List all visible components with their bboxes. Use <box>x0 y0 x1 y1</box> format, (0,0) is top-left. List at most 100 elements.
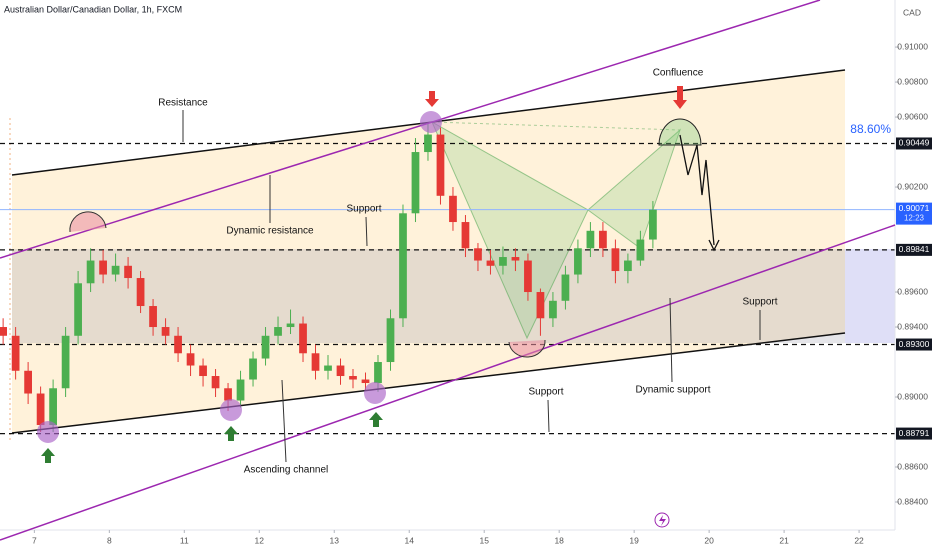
candle-body <box>0 327 7 336</box>
candle-body <box>649 209 657 240</box>
current-price-label: 0.90071 <box>899 203 930 213</box>
x-tick-label: 19 <box>629 535 639 545</box>
candle-body <box>36 393 45 426</box>
pointer <box>281 379 287 463</box>
down-arrow <box>425 91 439 107</box>
support-line <box>11 332 846 434</box>
candle-body <box>624 260 632 272</box>
touch-circle <box>37 421 59 443</box>
candle-body <box>599 230 607 249</box>
candle-body <box>49 388 57 426</box>
x-tick-label: 8 <box>107 535 112 545</box>
x-tick-label: 11 <box>180 535 189 545</box>
up-arrow <box>369 412 383 427</box>
candle-body <box>374 362 382 384</box>
candle-body <box>299 323 307 354</box>
currency: CAD <box>903 7 921 17</box>
pointer <box>365 216 368 247</box>
candle-body <box>411 152 420 214</box>
candle-body <box>24 370 32 394</box>
candle-body <box>349 376 357 380</box>
annotation: Dynamic resistance <box>226 226 314 237</box>
candle-body <box>99 260 107 275</box>
projection-arrowhead <box>708 239 720 252</box>
annotation: Support <box>528 387 563 398</box>
event-icon-bolt <box>659 515 666 526</box>
candle-body <box>449 195 457 223</box>
candle-body <box>536 292 545 319</box>
candle-body <box>461 222 470 249</box>
drawings: Resistance Dynamic resistance Support Confl… <box>0 0 896 541</box>
price-level-box <box>896 243 932 256</box>
x-tick-label: 12 <box>255 535 265 545</box>
touch-circle <box>220 399 242 421</box>
harmonic-bcd <box>587 128 682 249</box>
y-tick-label: 0.88600 <box>897 461 928 471</box>
range-zone <box>12 249 845 343</box>
drawings-background <box>0 70 895 440</box>
candle-body <box>474 248 482 261</box>
x-tick-label: 20 <box>704 535 714 545</box>
price-level-box <box>896 338 932 351</box>
annotation: Resistance <box>158 98 208 109</box>
pointer <box>547 399 550 433</box>
candle-body <box>74 283 82 336</box>
current-price-box <box>896 202 932 225</box>
candle-body <box>236 379 245 401</box>
up-arrow <box>41 448 55 463</box>
down-arrow <box>673 86 687 109</box>
candle-body <box>274 327 282 336</box>
projection-path <box>679 134 715 246</box>
candle-body <box>324 365 332 371</box>
candle-body <box>499 257 507 266</box>
candle-body <box>174 335 182 354</box>
y-tick-label: 0.89400 <box>897 321 928 331</box>
candle-body <box>436 134 445 196</box>
y-tick-label: 0.90200 <box>897 181 928 191</box>
candle-body <box>336 365 345 377</box>
x-tick-label: 21 <box>779 535 789 545</box>
candles <box>0 122 657 433</box>
candle-body <box>186 353 195 366</box>
price-level-label: 0.89300 <box>899 339 930 349</box>
candle-body <box>211 376 220 389</box>
channel-zone <box>12 70 845 433</box>
annotation: Dynamic support <box>635 385 710 396</box>
chart-title: Australian Dollar/Canadian Dollar, 1h, F… <box>4 4 182 14</box>
x-tick-label: 13 <box>330 535 340 545</box>
up-arrow <box>224 426 238 441</box>
candle-body <box>224 388 232 401</box>
y-tick-label: 0.89000 <box>897 391 928 401</box>
pointer <box>669 297 673 383</box>
candle-body <box>136 278 145 307</box>
candle-body <box>611 248 620 272</box>
y-tick-label: 0.91000 <box>897 41 928 51</box>
candle-body <box>574 248 582 275</box>
candle-body <box>111 265 120 275</box>
harmonic-xd <box>431 121 681 131</box>
event-icon[interactable] <box>654 512 670 528</box>
harmonic-xab <box>430 120 589 340</box>
touch-circle <box>420 111 442 133</box>
annotation: Ascending channel <box>244 465 329 476</box>
arc <box>658 118 702 146</box>
annotation: Support <box>346 204 381 215</box>
candle-body <box>86 260 95 284</box>
x-tick-label: 22 <box>854 535 864 545</box>
dynamic-resistance-line <box>0 0 821 259</box>
candle-body <box>361 379 370 384</box>
candle-body <box>199 365 207 377</box>
arc <box>508 339 546 358</box>
candle-body <box>386 318 395 363</box>
annotation: Support <box>742 297 777 308</box>
candle-body <box>249 358 257 380</box>
price-level-box <box>896 137 932 150</box>
candle-body <box>424 134 432 153</box>
candle-body <box>399 213 407 319</box>
y-tick-label: 0.90800 <box>897 76 928 86</box>
fib-label: 88.60% <box>850 122 891 136</box>
price-level-label: 0.89841 <box>899 244 930 254</box>
